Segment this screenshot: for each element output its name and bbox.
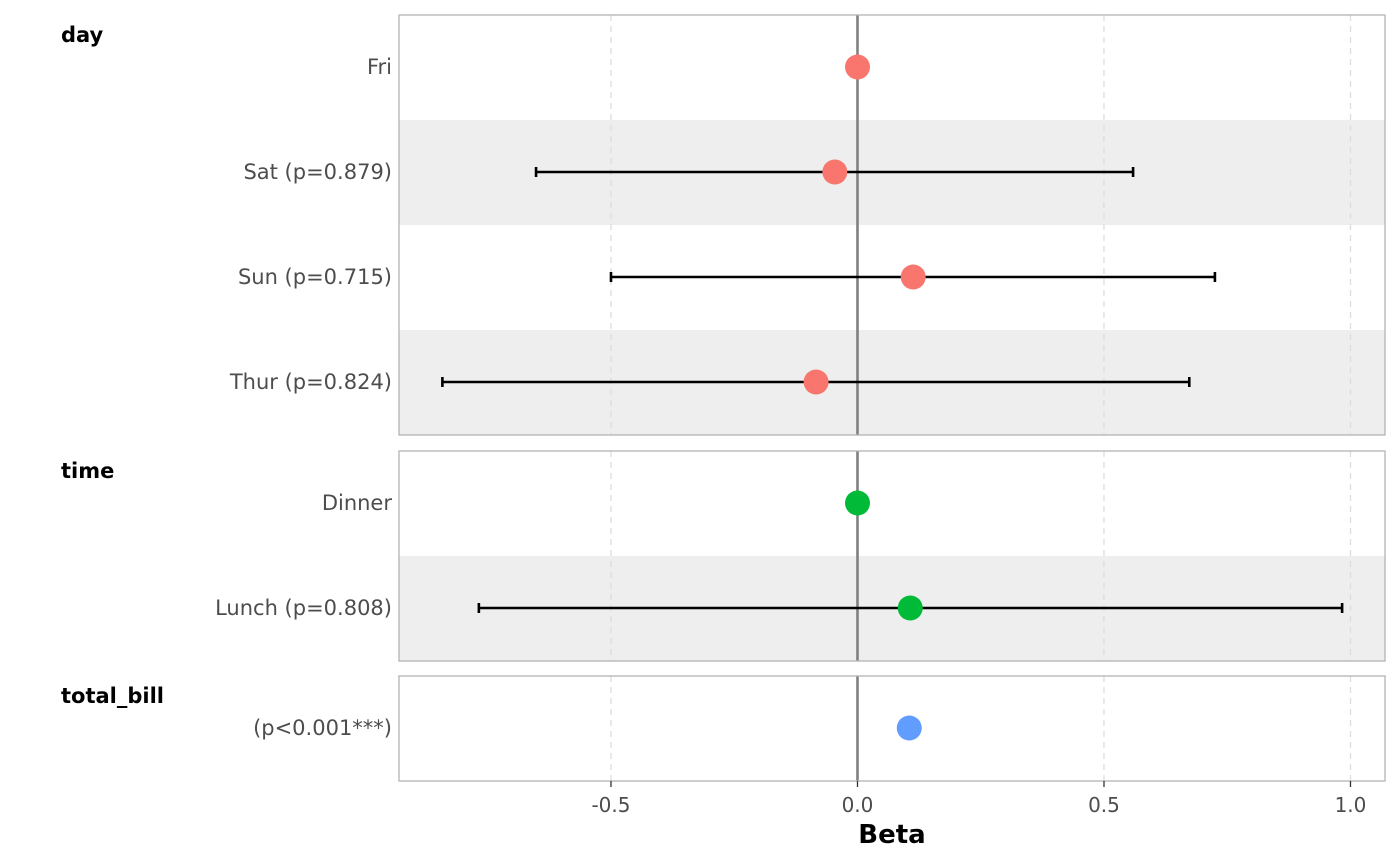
estimate-point (803, 369, 829, 395)
estimate-point (897, 595, 923, 621)
row-label: Fri (367, 55, 392, 79)
estimate-point (822, 159, 848, 185)
row-label: Thur (p=0.824) (229, 370, 392, 394)
row-label: Lunch (p=0.808) (215, 596, 392, 620)
estimate-point (900, 264, 926, 290)
x-tick-label: 1.0 (1335, 793, 1367, 817)
estimate-point (844, 490, 870, 516)
x-tick-label: 0.0 (842, 793, 874, 817)
group-label: day (61, 23, 104, 47)
panel-border (398, 675, 1386, 782)
x-tick-label: -0.5 (591, 793, 630, 817)
x-tick-label: 0.5 (1088, 793, 1120, 817)
row-label: (p<0.001***) (253, 716, 392, 740)
row-label: Sun (p=0.715) (238, 265, 392, 289)
panel-border (398, 14, 1386, 436)
estimate-point (896, 715, 922, 741)
row-label: Dinner (322, 491, 393, 515)
panel-border (398, 450, 1386, 662)
group-label: total_bill (61, 684, 164, 708)
estimate-point (844, 54, 870, 80)
group-label: time (61, 459, 114, 483)
x-axis-title: Beta (858, 820, 925, 850)
panel-background (399, 676, 1385, 781)
row-label: Sat (p=0.879) (243, 160, 392, 184)
